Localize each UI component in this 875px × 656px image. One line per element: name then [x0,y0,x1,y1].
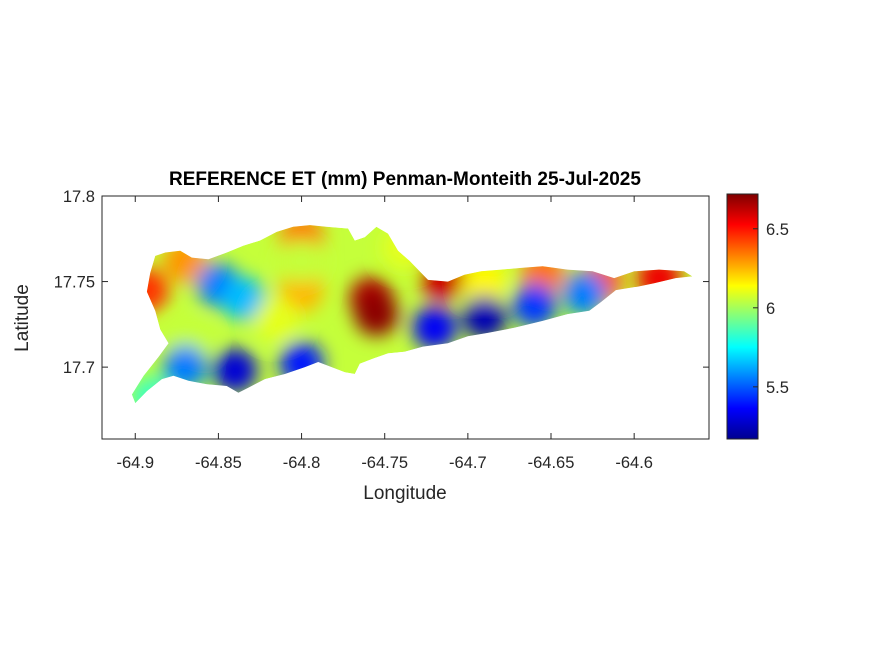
chart-title: REFERENCE ET (mm) Penman-Monteith 25-Jul… [169,169,641,190]
et-feature-25 [612,225,657,241]
colorbar-tick-label: 5.5 [766,379,789,397]
y-tick-label: 17.7 [63,359,95,377]
et-feature-11 [382,225,427,270]
x-tick-label: -64.9 [116,454,154,472]
colorbar-tick-label: 6.5 [766,221,789,239]
et-feature-18 [163,345,208,390]
x-ticks: -64.9 -64.85 -64.8 -64.75 -64.7 -64.65 -64.6 [116,196,653,472]
et-feature-20 [412,305,457,350]
x-tick-label: -64.65 [528,454,575,472]
et-feature-23 [562,271,607,316]
x-tick-label: -64.7 [449,454,487,472]
y-tick-label: 17.75 [54,274,95,292]
et-feature-17 [213,348,257,393]
x-tick-label: -64.85 [195,454,242,472]
et-feature-7 [254,297,299,342]
x-tick-label: -64.75 [361,454,408,472]
et-feature-22 [512,283,557,328]
et-feature-19 [279,341,324,386]
et-feature-8 [279,239,324,283]
colorbar-frame [726,193,759,440]
y-tick-label: 17.8 [63,188,95,206]
colorbar-ticks: 5.5 6 6.5 [753,221,789,397]
et-feature-12 [420,256,465,301]
et-feature-21 [462,295,507,340]
et-feature-4 [221,276,266,321]
et-feature-10 [354,292,399,337]
y-axis-label: Latitude [12,284,33,352]
y-ticks: 17.7 17.75 17.8 [54,188,709,377]
colorbar [727,194,758,439]
x-tick-label: -64.8 [283,454,321,472]
et-feature-0 [131,268,169,313]
plot-area [131,225,693,404]
x-tick-label: -64.6 [615,454,653,472]
axes-box [101,195,710,440]
et-heatmap [131,225,693,404]
et-feature-16 [637,256,682,301]
x-axis-label: Longitude [363,483,446,504]
colorbar-tick-label: 6 [766,300,775,318]
et-feature-24 [131,375,174,404]
